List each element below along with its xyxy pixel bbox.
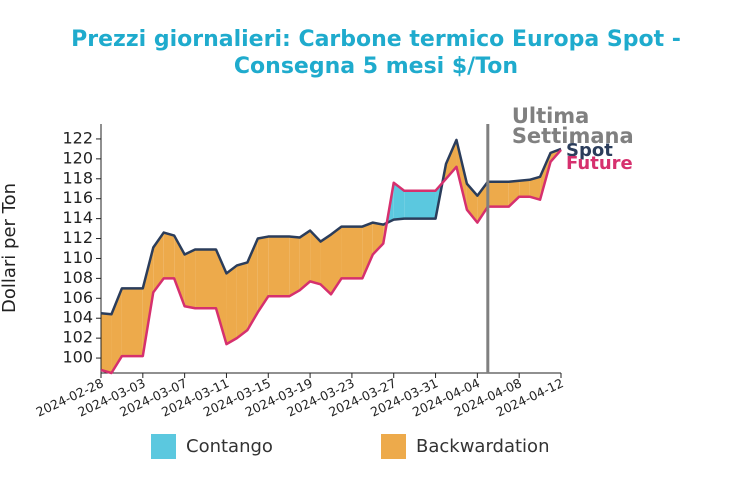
spread-fill: [153, 232, 164, 293]
spread-fill: [320, 234, 331, 295]
spread-fill: [404, 190, 436, 219]
annotation: Ultima: [512, 104, 590, 128]
y-tick-label: 120: [62, 148, 93, 167]
spread-fill: [236, 262, 248, 339]
spread-fill: [487, 181, 509, 207]
spread-fill: [529, 176, 541, 200]
legend-swatch: [151, 434, 176, 459]
series-line: [100, 138, 562, 316]
spread-fill: [216, 249, 227, 345]
chart-title: Consegna 5 mesi $/Ton: [234, 54, 518, 79]
y-tick-label: 102: [62, 328, 93, 347]
legend-swatch: [381, 434, 406, 459]
legend-label: Backwardation: [416, 436, 549, 457]
chart-title: Prezzi giornalieri: Carbone termico Euro…: [71, 27, 681, 52]
spread-fill: [456, 139, 467, 210]
spread-fill: [195, 249, 216, 309]
spread-fill: [268, 236, 290, 297]
y-tick-label: 114: [62, 208, 93, 227]
spread-fill: [163, 232, 175, 279]
y-tick-label: 112: [62, 228, 93, 247]
spread-fill: [142, 247, 154, 357]
spread-fill: [299, 230, 311, 291]
spread-fill: [331, 226, 342, 295]
y-tick-label: 100: [62, 348, 93, 367]
spread-fill: [184, 249, 196, 309]
y-axis-label: Dollari per Ton: [0, 183, 20, 313]
spread-fill: [477, 181, 488, 223]
series-label: Spot: [566, 140, 613, 161]
y-tick-label: 106: [62, 288, 93, 307]
spread-fill: [341, 226, 363, 279]
spread-fill: [508, 180, 520, 207]
y-tick-label: 110: [62, 248, 93, 267]
spread-fill: [310, 230, 321, 285]
series-label: Future: [566, 153, 633, 174]
spread-fill: [393, 182, 405, 220]
spread-fill: [519, 179, 530, 197]
spread-fill: [289, 236, 300, 297]
legend-label: Contango: [186, 436, 273, 457]
annotation: Settimana: [512, 124, 634, 148]
y-tick-label: 122: [62, 128, 93, 147]
fill-layer: [101, 139, 561, 373]
spread-fill: [101, 313, 112, 373]
spread-fill: [121, 288, 143, 357]
y-tick-label: 118: [62, 168, 93, 187]
spread-fill: [362, 222, 373, 279]
y-tick-label: 108: [62, 268, 93, 287]
y-tick-label: 116: [62, 188, 93, 207]
series-line: [100, 149, 562, 375]
spread-fill: [247, 238, 258, 331]
spread-fill: [257, 236, 269, 313]
spread-fill: [174, 235, 185, 307]
spread-fill: [372, 222, 384, 255]
y-tick-label: 104: [62, 308, 93, 327]
spread-fill: [226, 265, 237, 345]
